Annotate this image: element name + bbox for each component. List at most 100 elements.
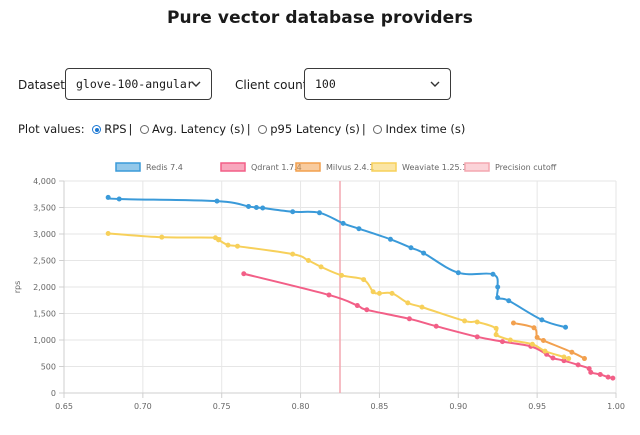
data-point: [405, 300, 411, 306]
data-point: [241, 271, 247, 277]
data-point: [216, 237, 222, 243]
legend-swatch: [371, 162, 397, 172]
x-tick-label: 0.75: [213, 402, 231, 411]
x-tick-label: 0.70: [134, 402, 152, 411]
data-point: [507, 337, 513, 343]
radio-icon[interactable]: [373, 125, 383, 134]
data-point: [105, 230, 111, 236]
data-point: [588, 369, 594, 375]
y-tick-label: 2,500: [33, 257, 56, 266]
separator: |: [128, 122, 133, 136]
data-point: [474, 319, 480, 325]
plot-values-label: Plot values:: [18, 122, 85, 136]
plot-option-label: Index time (s): [385, 122, 466, 136]
data-point: [253, 205, 259, 210]
y-tick-label: 2,000: [33, 283, 56, 292]
chevron-down-icon: [191, 81, 201, 87]
separator: |: [361, 122, 366, 136]
series-milvus-2-4-1: [510, 320, 587, 362]
plot-option-label: RPS: [104, 122, 127, 136]
data-point: [339, 272, 345, 278]
rps-chart: Redis 7.4 Qdrant 1.7.4 Milvus 2.4.1 Weaviat…: [13, 162, 625, 411]
data-point: [387, 236, 393, 242]
data-point: [340, 220, 346, 226]
data-point: [506, 298, 512, 304]
data-point: [246, 203, 252, 209]
plot-option-rps[interactable]: RPS: [90, 122, 127, 136]
legend-item: Redis 7.4: [115, 162, 183, 172]
data-point: [408, 245, 414, 251]
radio-selected-icon[interactable]: [92, 125, 102, 134]
legend-label: Milvus 2.4.1: [326, 163, 374, 172]
data-point: [290, 209, 296, 215]
data-point: [290, 251, 296, 257]
data-point: [433, 323, 439, 329]
data-point: [581, 356, 587, 362]
plot-option-avg-latency[interactable]: Avg. Latency (s): [138, 122, 245, 136]
legend-label: Weaviate 1.25.1: [402, 163, 467, 172]
x-tick-label: 0.95: [528, 402, 546, 411]
data-point: [462, 318, 468, 324]
y-tick-label: 3,000: [33, 230, 56, 239]
data-point: [214, 198, 220, 204]
data-point: [529, 341, 535, 347]
y-axis-label: rps: [13, 281, 22, 294]
data-point: [421, 250, 427, 256]
data-point: [234, 243, 240, 249]
legend-swatch: [464, 162, 490, 172]
chevron-down-icon: [430, 81, 440, 87]
data-point: [510, 320, 516, 326]
x-tick-label: 1.00: [607, 402, 625, 411]
legend-swatch: [295, 162, 321, 172]
data-point: [389, 290, 395, 296]
x-tick-label: 0.85: [371, 402, 389, 411]
data-point: [610, 375, 616, 381]
y-tick-label: 500: [41, 363, 56, 372]
data-point: [419, 304, 425, 310]
radio-icon[interactable]: [140, 125, 150, 134]
legend-item: Precision cutoff: [464, 162, 557, 172]
plot-values-group: Plot values: RPS | Avg. Latency (s) | p9…: [18, 122, 465, 136]
data-point: [116, 196, 122, 202]
data-point: [260, 205, 266, 211]
data-point: [159, 234, 165, 240]
data-point: [499, 339, 505, 345]
data-point: [539, 317, 545, 323]
dataset-label: Dataset:: [18, 78, 70, 92]
series-redis-7-4: [105, 194, 569, 330]
data-point: [550, 355, 556, 361]
data-point: [326, 292, 332, 298]
plot-option-index-time[interactable]: Index time (s): [371, 122, 465, 136]
plot-option-label: p95 Latency (s): [270, 122, 360, 136]
data-point: [493, 325, 499, 331]
plot-option-p95-latency[interactable]: p95 Latency (s): [256, 122, 360, 136]
y-tick-label: 3,500: [33, 204, 56, 213]
separator: |: [246, 122, 251, 136]
data-point: [495, 284, 501, 290]
y-tick-label: 1,500: [33, 310, 56, 319]
client-count-select[interactable]: 100: [304, 68, 451, 100]
data-point: [563, 324, 569, 330]
data-point: [542, 348, 548, 354]
y-tick-label: 4,000: [33, 177, 56, 186]
data-point: [406, 316, 412, 322]
data-point: [493, 332, 499, 338]
legend-label: Qdrant 1.7.4: [251, 163, 302, 172]
plot-option-label: Avg. Latency (s): [152, 122, 245, 136]
legend-swatch: [220, 162, 246, 172]
legend-swatch: [115, 162, 141, 172]
radio-icon[interactable]: [258, 125, 268, 134]
dataset-select[interactable]: glove-100-angular: [65, 68, 212, 100]
data-point: [597, 371, 603, 377]
data-point: [569, 349, 575, 355]
client-count-label: Client count:: [235, 78, 312, 92]
data-point: [356, 226, 362, 232]
y-tick-label: 1,000: [33, 336, 56, 345]
dataset-select-value: glove-100-angular: [76, 77, 194, 91]
client-count-select-value: 100: [315, 77, 336, 91]
data-point: [561, 354, 567, 360]
data-point: [354, 303, 360, 309]
data-point: [361, 277, 367, 283]
chart-series: [105, 194, 616, 381]
chart-legend: Redis 7.4 Qdrant 1.7.4 Milvus 2.4.1 Weaviat…: [115, 162, 557, 172]
